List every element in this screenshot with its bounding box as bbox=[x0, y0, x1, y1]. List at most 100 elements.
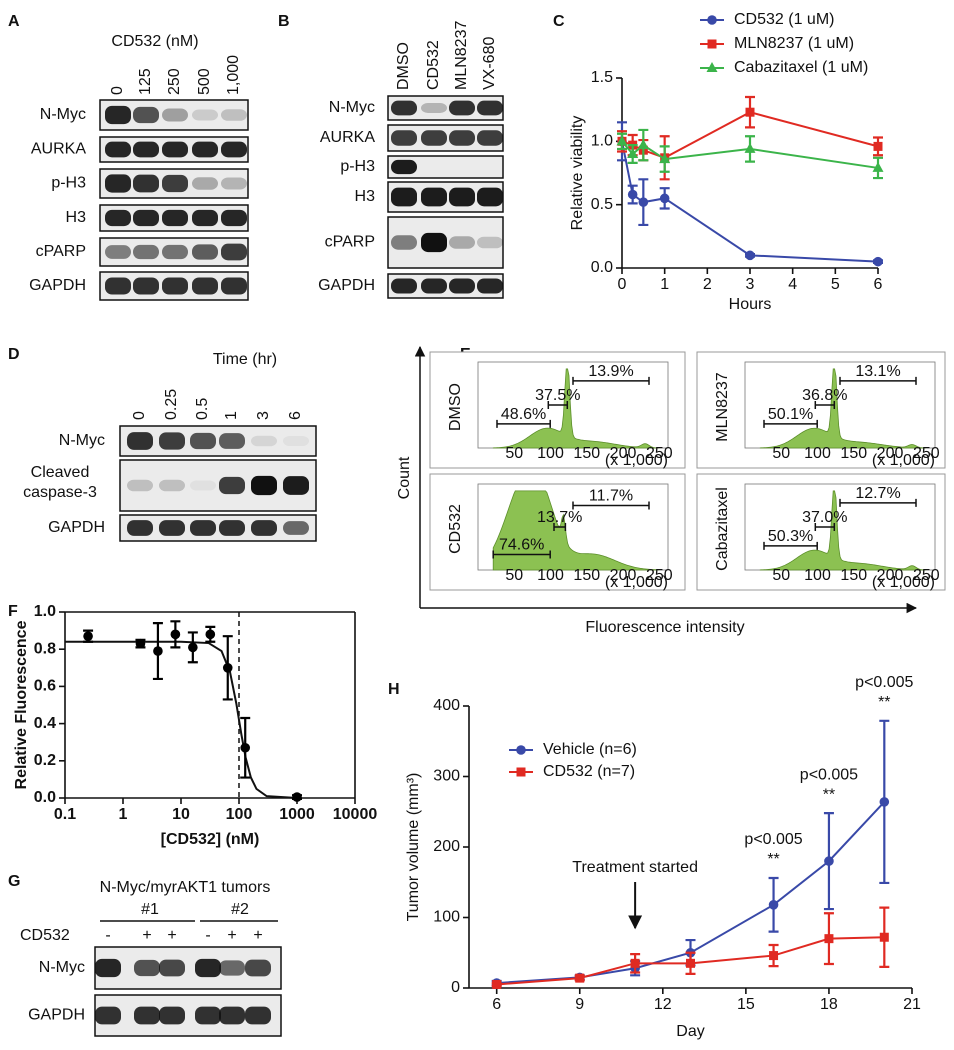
x-tick-label: 1000 bbox=[279, 806, 315, 823]
flow-tick: 200 bbox=[610, 445, 637, 462]
legend-marker bbox=[707, 15, 717, 25]
flow-tick: 50 bbox=[772, 445, 790, 462]
y-axis-label: Tumor volume (mm³) bbox=[405, 773, 422, 922]
y-tick-label: 1.0 bbox=[591, 133, 613, 150]
band bbox=[251, 475, 277, 496]
y-axis-label: Relative viability bbox=[569, 116, 586, 231]
flow-tick: 250 bbox=[646, 567, 673, 584]
band bbox=[162, 277, 188, 295]
y-tick-label: 1.0 bbox=[34, 603, 56, 620]
lane-label: CD532 bbox=[425, 40, 442, 90]
x-tick-label: 0.1 bbox=[54, 806, 76, 823]
marker bbox=[153, 646, 163, 656]
gate bbox=[553, 523, 567, 531]
band bbox=[221, 109, 247, 121]
band bbox=[449, 278, 475, 294]
band bbox=[283, 521, 309, 535]
flow-box bbox=[696, 473, 946, 591]
y-tick-label: 0.0 bbox=[34, 789, 56, 806]
band bbox=[162, 141, 188, 158]
band bbox=[391, 159, 417, 175]
band bbox=[245, 959, 271, 977]
band bbox=[421, 187, 447, 207]
y-tick-label: 0.6 bbox=[34, 678, 56, 695]
band bbox=[159, 1006, 185, 1025]
band bbox=[162, 244, 188, 260]
panel-label: B bbox=[278, 13, 290, 30]
x-axis-label: Hours bbox=[729, 296, 772, 313]
flow-tick: 250 bbox=[646, 445, 673, 462]
marker bbox=[744, 142, 756, 153]
y-tick-label: 200 bbox=[433, 838, 460, 855]
band bbox=[477, 187, 503, 207]
row-label: cPARP bbox=[325, 234, 375, 251]
gate bbox=[547, 401, 569, 409]
band bbox=[192, 177, 218, 190]
band bbox=[133, 141, 159, 158]
x-tick-label: 4 bbox=[788, 276, 797, 293]
blot-title: N-Myc/myrAKT1 tumors bbox=[100, 879, 271, 896]
x-tick-label: 3 bbox=[746, 276, 755, 293]
annotation: p<0.005 bbox=[800, 766, 858, 783]
marker bbox=[659, 193, 670, 204]
x-tick-label: 18 bbox=[820, 996, 838, 1013]
band bbox=[192, 109, 218, 121]
marker bbox=[135, 638, 146, 649]
band bbox=[449, 187, 475, 207]
flow-tick: 100 bbox=[804, 445, 831, 462]
band bbox=[192, 141, 218, 158]
legend-marker bbox=[516, 745, 526, 755]
flow-tick: 100 bbox=[537, 567, 564, 584]
marker bbox=[205, 629, 216, 640]
x-tick-label: 15 bbox=[737, 996, 755, 1013]
x-tick-label: 21 bbox=[903, 996, 921, 1013]
band bbox=[283, 476, 309, 495]
blot-strip bbox=[387, 155, 504, 179]
panel-label: G bbox=[8, 873, 20, 890]
panel-label: A bbox=[8, 13, 20, 30]
marker bbox=[824, 934, 834, 944]
flow-tick: 50 bbox=[505, 445, 523, 462]
gate bbox=[839, 376, 917, 385]
marker bbox=[872, 161, 884, 172]
marker bbox=[240, 742, 251, 753]
treatment-sign: + bbox=[227, 927, 236, 944]
row-label: AURKA bbox=[320, 129, 375, 146]
band bbox=[221, 141, 247, 158]
band bbox=[477, 130, 503, 146]
band bbox=[195, 1006, 221, 1025]
legend-marker bbox=[706, 62, 718, 72]
histogram bbox=[759, 490, 926, 571]
fit-curve bbox=[65, 640, 298, 799]
treatment-sign: - bbox=[205, 927, 210, 944]
x-tick-label: 10000 bbox=[333, 806, 378, 823]
y-tick-label: 400 bbox=[433, 697, 460, 714]
band bbox=[127, 479, 153, 492]
band bbox=[133, 244, 159, 260]
gate bbox=[814, 401, 836, 409]
band bbox=[159, 959, 185, 977]
band bbox=[421, 232, 447, 253]
band bbox=[190, 480, 216, 491]
marker bbox=[745, 107, 755, 117]
gate bbox=[839, 498, 917, 507]
band bbox=[133, 209, 159, 227]
band bbox=[221, 177, 247, 190]
marker bbox=[627, 189, 638, 200]
gate bbox=[763, 541, 818, 550]
marker bbox=[686, 958, 695, 968]
marker bbox=[492, 979, 502, 989]
marker bbox=[659, 153, 671, 164]
gate-label: 36.8% bbox=[802, 387, 847, 404]
x-tick-label: 1 bbox=[660, 276, 669, 293]
x-tick-label: 1 bbox=[119, 806, 128, 823]
blot-title: Time (hr) bbox=[213, 351, 277, 368]
flow-unit: (x 1,000) bbox=[605, 574, 668, 591]
band bbox=[134, 959, 160, 977]
band bbox=[192, 209, 218, 227]
band bbox=[95, 958, 121, 978]
marker bbox=[745, 250, 755, 261]
band bbox=[133, 106, 159, 124]
